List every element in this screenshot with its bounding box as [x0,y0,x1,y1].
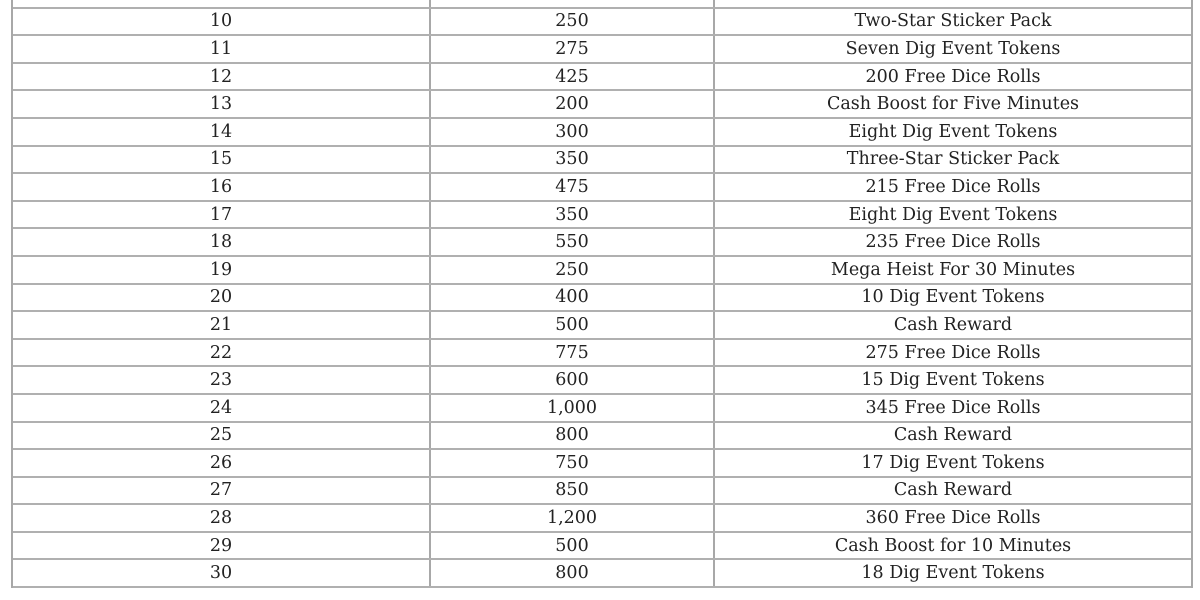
reward-cell: Cash Reward [713,312,1191,338]
table-row: 26 750 17 Dig Event Tokens [13,448,1191,476]
table-row: 16 475 215 Free Dice Rolls [13,172,1191,200]
points-cell: 775 [429,339,713,366]
reward-cell: 10 Dig Event Tokens [713,284,1191,311]
table-row: 14 300 Eight Dig Event Tokens [13,116,1191,145]
table-row: 19 250 Mega Heist For 30 Minutes [13,254,1191,283]
level-cell: 10 [209,11,233,32]
level-cell: 13 [209,94,233,115]
level-cell: 14 [209,121,233,142]
level-cell: 18 [209,232,233,253]
table-row: 24 1,000 345 Free Dice Rolls [13,392,1191,421]
level-cell: 25 [209,425,233,446]
table-row: 15 350 Three-Star Sticker Pack [13,144,1191,173]
points-cell: 250 [429,8,713,35]
reward-cell: 215 Free Dice Rolls [713,174,1191,200]
points-cell: 200 [429,91,713,117]
points-cell: 350 [429,146,713,173]
points-cell: 1,000 [429,394,713,421]
points-cell: 275 [429,36,713,62]
points-cell: 475 [429,174,713,200]
level-cell: 30 [209,563,233,584]
table-row: 29 500 Cash Boost for 10 Minutes [13,530,1191,559]
points-cell: 300 [429,118,713,145]
table-row: 17 350 Eight Dig Event Tokens [13,199,1191,228]
points-cell: 800 [429,560,713,587]
table-row: 10 250 Two-Star Sticker Pack [13,6,1191,35]
points-cell: 400 [429,284,713,311]
level-cell: 28 [209,508,233,529]
points-cell: 850 [429,477,713,504]
level-cell: 17 [209,204,233,225]
table-row: 25 800 Cash Reward [13,420,1191,449]
table-row: 28 1,200 360 Free Dice Rolls [13,503,1191,531]
table-row: 18 550 235 Free Dice Rolls [13,227,1191,255]
level-cell: 15 [209,149,233,170]
level-cell: 29 [209,535,233,556]
reward-cell: 360 Free Dice Rolls [713,505,1191,531]
points-cell: 500 [429,312,713,338]
level-cell: 26 [209,452,233,473]
reward-cell: Eight Dig Event Tokens [713,118,1191,145]
reward-cell: 200 Free Dice Rolls [713,63,1191,90]
level-cell: 11 [209,38,233,59]
table-row: 11 275 Seven Dig Event Tokens [13,34,1191,62]
reward-cell: Cash Reward [713,422,1191,449]
level-cell: 21 [209,314,233,335]
table-row: 22 775 275 Free Dice Rolls [13,337,1191,366]
level-cell: 27 [209,480,233,501]
points-cell: 250 [429,256,713,283]
reward-cell: Cash Boost for Five Minutes [713,91,1191,117]
level-cell: 22 [209,342,233,363]
level-cell: 20 [209,287,233,308]
reward-cell: Eight Dig Event Tokens [713,201,1191,228]
reward-cell: 18 Dig Event Tokens [713,560,1191,587]
table-row: 23 600 15 Dig Event Tokens [13,365,1191,393]
points-cell: 800 [429,422,713,449]
reward-cell: 235 Free Dice Rolls [713,229,1191,255]
reward-cell: Cash Reward [713,477,1191,504]
table-row: 27 850 Cash Reward [13,475,1191,504]
reward-cell: Cash Boost for 10 Minutes [713,532,1191,559]
level-cell: 12 [209,66,233,87]
table-cell [13,0,429,7]
table-row: 21 500 Cash Reward [13,310,1191,338]
level-cell: 23 [209,370,233,391]
level-cell: 16 [209,176,233,197]
reward-cell: Three-Star Sticker Pack [713,146,1191,173]
reward-cell: Seven Dig Event Tokens [713,36,1191,62]
points-cell: 750 [429,450,713,476]
rewards-table: 10 250 Two-Star Sticker Pack 11 275 Seven Dig… [11,0,1193,589]
reward-cell: 17 Dig Event Tokens [713,450,1191,476]
table-row: 20 400 10 Dig Event Tokens [13,282,1191,311]
table-row: 30 800 18 Dig Event Tokens [13,558,1191,587]
points-cell: 350 [429,201,713,228]
level-cell: 24 [209,397,233,418]
reward-cell: Mega Heist For 30 Minutes [713,256,1191,283]
table-row-partial [13,0,1191,7]
table-bottom-border [13,586,1191,589]
table-cell [713,0,1191,7]
reward-cell: Two-Star Sticker Pack [713,8,1191,35]
points-cell: 500 [429,532,713,559]
reward-cell: 275 Free Dice Rolls [713,339,1191,366]
table-row: 12 425 200 Free Dice Rolls [13,61,1191,90]
points-cell: 550 [429,229,713,255]
points-cell: 1,200 [429,505,713,531]
level-cell: 19 [209,259,233,280]
table-row: 13 200 Cash Boost for Five Minutes [13,89,1191,117]
table-cell [429,0,713,7]
points-cell: 600 [429,367,713,393]
points-cell: 425 [429,63,713,90]
reward-cell: 15 Dig Event Tokens [713,367,1191,393]
reward-cell: 345 Free Dice Rolls [713,394,1191,421]
